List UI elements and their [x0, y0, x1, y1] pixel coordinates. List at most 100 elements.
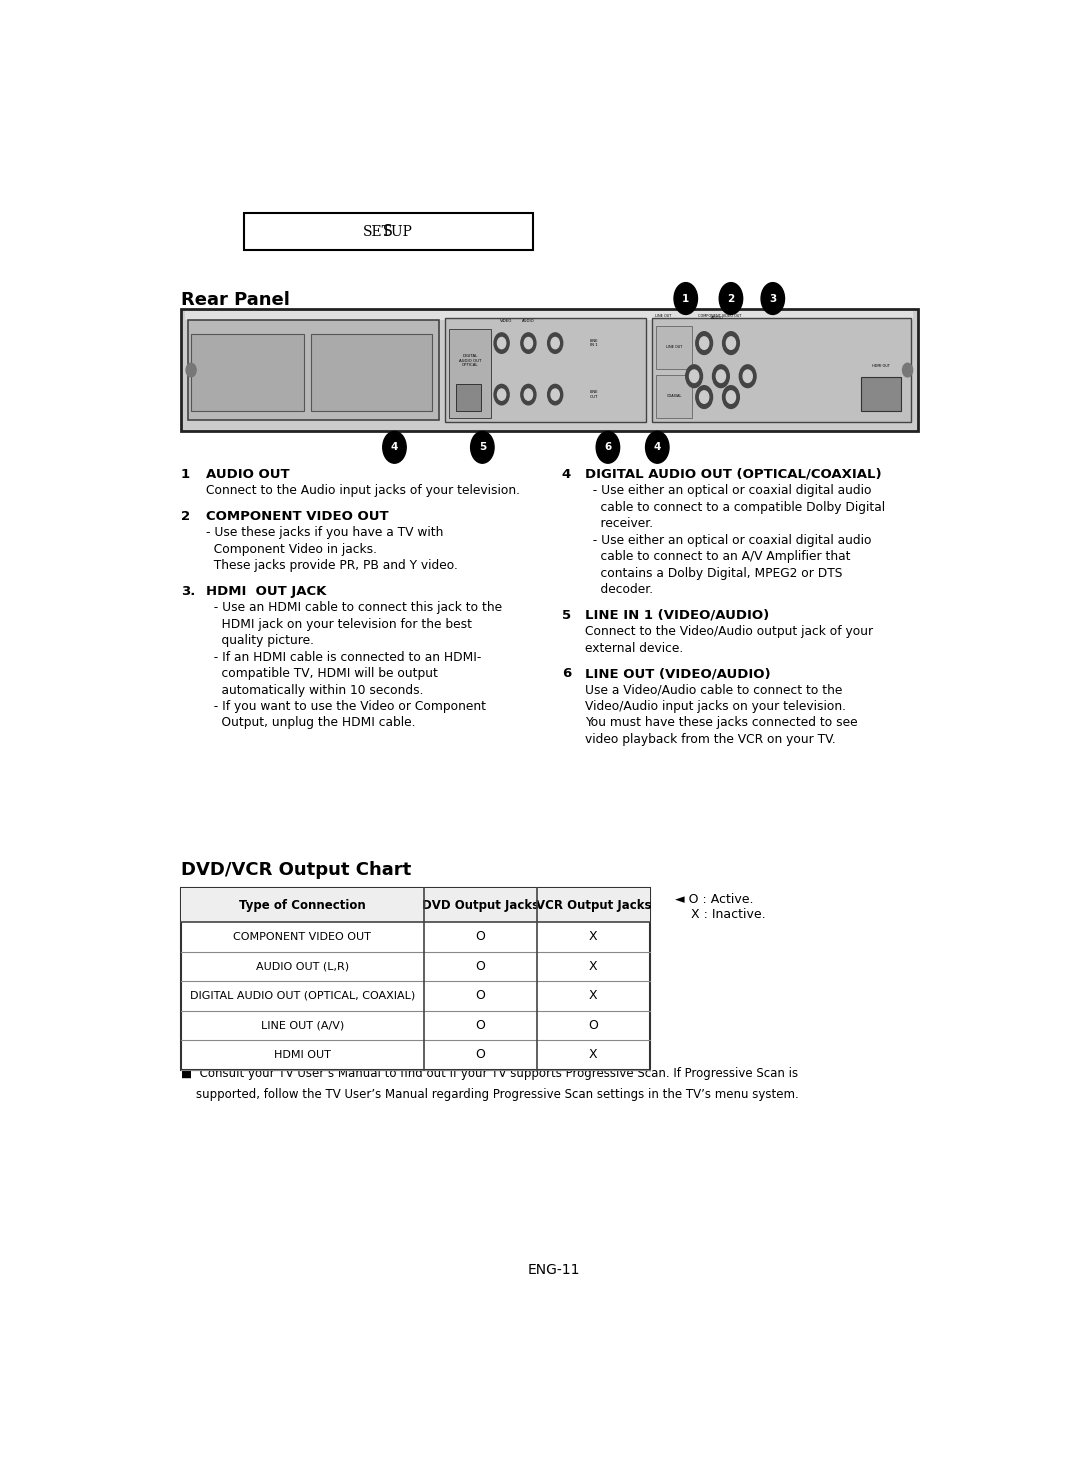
Text: 4: 4 [391, 442, 399, 453]
Circle shape [713, 364, 729, 388]
Text: 6: 6 [562, 667, 571, 680]
Text: Use a Video/Audio cable to connect to the: Use a Video/Audio cable to connect to th… [585, 683, 842, 696]
Text: receiver.: receiver. [585, 518, 653, 530]
Text: AUDIO OUT: AUDIO OUT [206, 468, 289, 481]
Circle shape [548, 333, 563, 354]
Bar [244, 214, 532, 249]
Circle shape [674, 283, 698, 314]
Circle shape [471, 431, 494, 463]
Text: 3: 3 [769, 294, 777, 304]
Text: DIGITAL AUDIO OUT (OPTICAL/COAXIAL): DIGITAL AUDIO OUT (OPTICAL/COAXIAL) [585, 468, 882, 481]
Text: O: O [589, 1019, 598, 1032]
Circle shape [521, 333, 536, 354]
Text: Component Video in jacks.: Component Video in jacks. [206, 543, 377, 556]
Text: HDMI OUT: HDMI OUT [872, 364, 890, 367]
Circle shape [551, 338, 559, 348]
Circle shape [727, 391, 735, 403]
Text: - Use either an optical or coaxial digital audio: - Use either an optical or coaxial digit… [585, 534, 872, 547]
Text: external device.: external device. [585, 642, 684, 655]
Text: COMPONENT VIDEO OUT: COMPONENT VIDEO OUT [699, 314, 742, 319]
Circle shape [686, 364, 702, 388]
Circle shape [723, 332, 740, 354]
Text: LINE OUT (VIDEO/AUDIO): LINE OUT (VIDEO/AUDIO) [585, 667, 771, 680]
Bar [188, 320, 438, 420]
Circle shape [761, 283, 784, 314]
Bar [181, 308, 918, 431]
Circle shape [494, 333, 509, 354]
Text: Rear Panel: Rear Panel [181, 291, 289, 308]
Text: HDMI OUT: HDMI OUT [274, 1050, 330, 1061]
Bar [449, 329, 490, 417]
Text: Notes: Notes [181, 1047, 225, 1061]
Text: LINE
OUT: LINE OUT [590, 391, 598, 398]
Circle shape [494, 385, 509, 404]
Circle shape [498, 338, 505, 348]
Bar [861, 378, 901, 412]
Circle shape [186, 363, 197, 378]
Bar [186, 311, 914, 320]
Circle shape [740, 364, 756, 388]
Circle shape [700, 391, 708, 403]
Text: VCR Output Jacks: VCR Output Jacks [536, 898, 651, 912]
Text: DIGITAL AUDIO OUT (OPTICAL, COAXIAL): DIGITAL AUDIO OUT (OPTICAL, COAXIAL) [190, 991, 415, 1002]
Text: HDMI  OUT JACK: HDMI OUT JACK [206, 584, 326, 597]
Circle shape [382, 431, 406, 463]
Text: ■  Consult your TV User’s Manual to find out if your TV supports Progressive Sca: ■ Consult your TV User’s Manual to find … [181, 1068, 798, 1080]
Text: automatically within 10 seconds.: automatically within 10 seconds. [206, 683, 423, 696]
Circle shape [723, 385, 740, 409]
Text: video playback from the VCR on your TV.: video playback from the VCR on your TV. [585, 733, 836, 746]
Circle shape [524, 389, 532, 400]
Text: AUDIO: AUDIO [711, 316, 724, 320]
Text: 5: 5 [562, 609, 571, 621]
Text: COAXIAL: COAXIAL [666, 394, 681, 398]
Text: These jacks provide PR, PB and Y video.: These jacks provide PR, PB and Y video. [206, 559, 458, 572]
Text: SETUP: SETUP [363, 224, 414, 239]
Text: 1: 1 [181, 468, 190, 481]
Text: supported, follow the TV User’s Manual regarding Progressive Scan settings in th: supported, follow the TV User’s Manual r… [181, 1089, 799, 1100]
Text: O: O [475, 960, 485, 974]
Text: Connect to the Audio input jacks of your television.: Connect to the Audio input jacks of your… [206, 484, 521, 497]
Circle shape [646, 431, 669, 463]
Text: 5: 5 [478, 442, 486, 453]
Text: X: X [589, 960, 597, 974]
Bar [191, 333, 305, 412]
Bar [657, 326, 691, 369]
Text: - Use either an optical or coaxial digital audio: - Use either an optical or coaxial digit… [585, 484, 872, 497]
Text: X: X [589, 931, 597, 944]
Text: DVD/VCR Output Chart: DVD/VCR Output Chart [181, 861, 411, 879]
Text: O: O [475, 990, 485, 1003]
Text: 2: 2 [727, 294, 734, 304]
Text: Connect to the Video/Audio output jack of your: Connect to the Video/Audio output jack o… [585, 625, 874, 639]
Bar [181, 888, 650, 1069]
Circle shape [689, 370, 699, 382]
Circle shape [727, 336, 735, 350]
Text: LINE
IN 1: LINE IN 1 [590, 339, 598, 348]
Text: 4: 4 [653, 442, 661, 453]
Text: 1: 1 [683, 294, 689, 304]
Circle shape [596, 431, 620, 463]
Text: ENG-11: ENG-11 [527, 1263, 580, 1276]
Text: - If you want to use the Video or Component: - If you want to use the Video or Compon… [206, 701, 486, 712]
Text: HDMI jack on your television for the best: HDMI jack on your television for the bes… [206, 618, 472, 631]
Text: decoder.: decoder. [585, 583, 653, 596]
Text: 6: 6 [605, 442, 611, 453]
Text: DVD Output Jacks: DVD Output Jacks [421, 898, 539, 912]
Circle shape [521, 385, 536, 404]
Text: quality picture.: quality picture. [206, 634, 314, 648]
Circle shape [700, 336, 708, 350]
Text: Type of Connection: Type of Connection [239, 898, 366, 912]
Text: COMPONENT VIDEO OUT: COMPONENT VIDEO OUT [233, 932, 372, 943]
Circle shape [716, 370, 726, 382]
Circle shape [696, 332, 713, 354]
Text: cable to connect to a compatible Dolby Digital: cable to connect to a compatible Dolby D… [585, 500, 886, 513]
Text: LINE OUT: LINE OUT [666, 345, 683, 350]
Text: O: O [475, 1019, 485, 1032]
Text: - Use an HDMI cable to connect this jack to the: - Use an HDMI cable to connect this jack… [206, 602, 502, 614]
Text: X: X [589, 1049, 597, 1062]
Text: DIGITAL
AUDIO OUT
OPTICAL: DIGITAL AUDIO OUT OPTICAL [459, 354, 481, 367]
Text: LINE OUT (A/V): LINE OUT (A/V) [260, 1021, 345, 1031]
Circle shape [719, 283, 743, 314]
Circle shape [743, 370, 753, 382]
Text: AUDIO OUT (L,R): AUDIO OUT (L,R) [256, 962, 349, 972]
Circle shape [696, 385, 713, 409]
